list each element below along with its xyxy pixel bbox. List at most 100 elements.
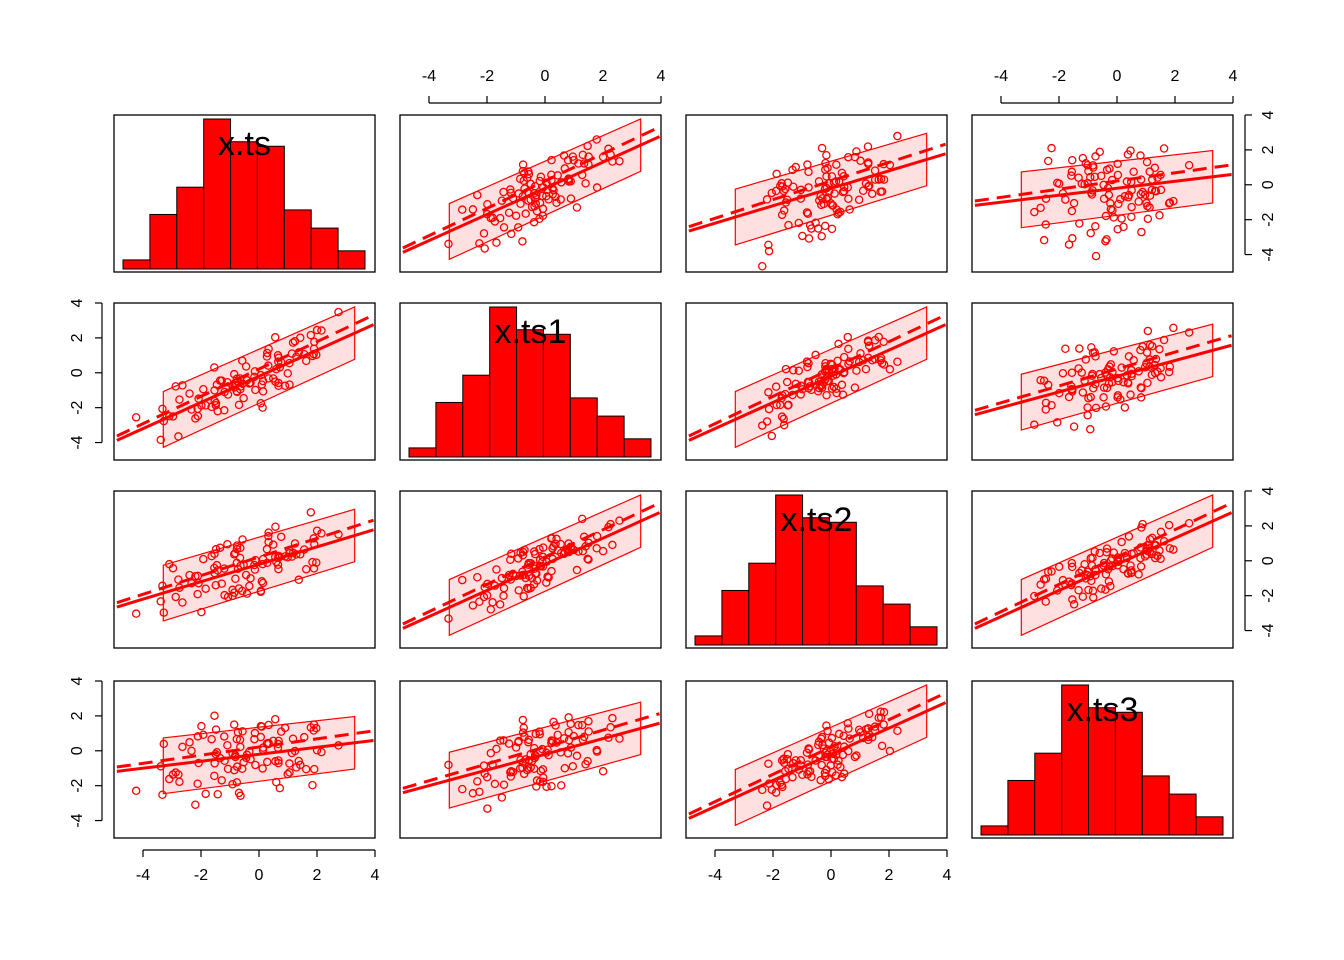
data-point xyxy=(863,142,873,151)
data-point xyxy=(536,172,546,182)
data-point xyxy=(258,403,267,412)
regression-line xyxy=(974,172,1232,207)
tick-label: -4 xyxy=(708,867,722,884)
data-point xyxy=(764,240,773,250)
data-point xyxy=(229,550,239,559)
data-point xyxy=(615,156,624,166)
data-point xyxy=(513,223,523,232)
variable-label: x.ts2 xyxy=(781,501,853,539)
data-point xyxy=(802,357,812,366)
data-point xyxy=(317,326,326,335)
data-point xyxy=(834,729,844,739)
data-point xyxy=(1159,335,1169,345)
data-point xyxy=(1150,163,1160,173)
data-point xyxy=(574,720,583,730)
data-point xyxy=(301,564,311,574)
data-point xyxy=(175,395,184,404)
data-point xyxy=(783,401,793,410)
data-point xyxy=(262,757,272,767)
data-point xyxy=(518,166,528,176)
data-point xyxy=(524,584,533,594)
data-point xyxy=(1087,371,1097,380)
data-point xyxy=(782,754,792,764)
data-point xyxy=(223,539,232,549)
data-point xyxy=(584,716,593,726)
tick-label: -2 xyxy=(1052,68,1066,85)
data-point xyxy=(522,765,532,775)
panel-1-2 xyxy=(399,114,662,273)
data-point xyxy=(165,559,174,569)
data-point xyxy=(159,739,169,749)
data-point xyxy=(308,780,317,790)
data-point xyxy=(1169,545,1178,554)
data-point xyxy=(269,374,278,383)
data-point xyxy=(527,202,537,212)
right-axis-row-3: -4 -2 0 2 4 xyxy=(1244,486,1277,638)
data-point xyxy=(1119,377,1128,387)
data-point xyxy=(475,239,484,248)
data-point xyxy=(893,131,902,141)
data-point xyxy=(834,756,843,765)
data-point xyxy=(444,239,453,249)
data-point xyxy=(504,208,514,217)
data-point xyxy=(210,711,219,720)
data-point xyxy=(171,768,180,777)
data-point xyxy=(767,431,777,441)
tick-label: 4 xyxy=(69,676,86,685)
data-point xyxy=(1116,395,1125,404)
data-point xyxy=(191,414,200,423)
data-point xyxy=(251,385,260,395)
data-point xyxy=(1075,344,1084,353)
data-point xyxy=(229,369,239,379)
data-point xyxy=(1127,202,1136,212)
data-point xyxy=(1156,185,1166,195)
data-point xyxy=(1143,214,1153,224)
data-point xyxy=(1077,368,1087,377)
variable-label: x.ts3 xyxy=(1067,691,1139,729)
data-point xyxy=(1123,150,1133,159)
histogram-bar xyxy=(149,213,178,270)
data-point xyxy=(583,141,592,151)
histogram-bar xyxy=(256,145,285,270)
data-point xyxy=(518,763,527,773)
data-point xyxy=(816,200,826,210)
data-point xyxy=(852,366,861,375)
data-point xyxy=(234,400,244,410)
data-point xyxy=(839,352,849,362)
histogram-bar xyxy=(748,562,777,646)
histogram-bar xyxy=(230,141,258,270)
data-point xyxy=(1084,166,1093,176)
data-point xyxy=(217,776,227,785)
data-point xyxy=(246,574,255,583)
data-point xyxy=(781,364,791,374)
data-point xyxy=(187,746,196,756)
data-point xyxy=(863,336,873,345)
data-point xyxy=(1086,392,1095,402)
data-point xyxy=(301,356,311,366)
data-point xyxy=(777,756,787,765)
data-point xyxy=(1105,164,1114,173)
tick-label: 0 xyxy=(827,867,836,884)
histogram-bar xyxy=(1168,793,1197,836)
data-point xyxy=(1138,187,1147,197)
data-point xyxy=(242,589,252,598)
data-point xyxy=(178,598,187,607)
data-point xyxy=(238,535,247,544)
data-point xyxy=(1147,185,1157,195)
data-point xyxy=(1137,523,1146,532)
data-point xyxy=(885,365,895,374)
data-point xyxy=(828,201,838,210)
data-point xyxy=(764,246,774,256)
data-point xyxy=(764,759,773,768)
data-point xyxy=(215,543,225,552)
panel-2-1 xyxy=(113,302,376,461)
histogram-bar xyxy=(775,494,804,646)
data-point xyxy=(1106,204,1116,214)
data-point xyxy=(220,406,229,415)
data-point xyxy=(764,388,773,397)
data-point xyxy=(317,529,326,538)
data-point xyxy=(270,333,280,342)
tick-label: 2 xyxy=(1260,521,1277,530)
data-point xyxy=(495,213,505,223)
data-point xyxy=(211,398,221,408)
